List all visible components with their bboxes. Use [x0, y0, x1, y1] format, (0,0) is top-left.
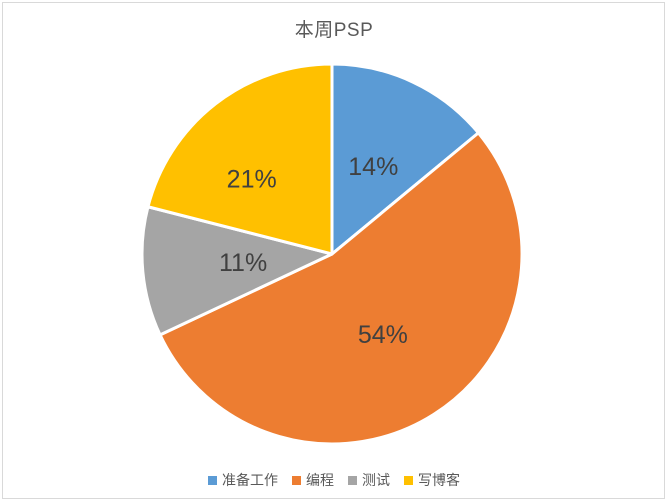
data-label-1: 54%: [358, 321, 408, 349]
pie-slice-3: [146, 62, 334, 256]
legend-item-1: 编程: [292, 472, 334, 488]
legend-item-0: 准备工作: [208, 472, 278, 488]
legend-label: 编程: [306, 472, 334, 488]
legend-label: 准备工作: [222, 472, 278, 488]
legend-label: 写博客: [418, 472, 460, 488]
legend-swatch-icon: [208, 475, 217, 485]
legend-item-3: 写博客: [404, 472, 460, 488]
legend-item-2: 测试: [348, 472, 390, 488]
data-label-0: 14%: [348, 153, 398, 181]
legend-swatch-icon: [292, 475, 301, 485]
legend-swatch-icon: [404, 475, 413, 485]
pie-slice-1: [158, 131, 524, 446]
data-label-2: 11%: [219, 249, 267, 277]
pie-slice-2: [140, 205, 334, 337]
pie-slice-0: [330, 62, 480, 256]
data-label-3: 21%: [227, 165, 277, 193]
chart-legend: 准备工作 编程 测试 写博客: [0, 472, 668, 488]
legend-swatch-icon: [348, 475, 357, 485]
chart-title: 本周PSP: [294, 20, 374, 41]
legend-label: 测试: [362, 472, 390, 488]
